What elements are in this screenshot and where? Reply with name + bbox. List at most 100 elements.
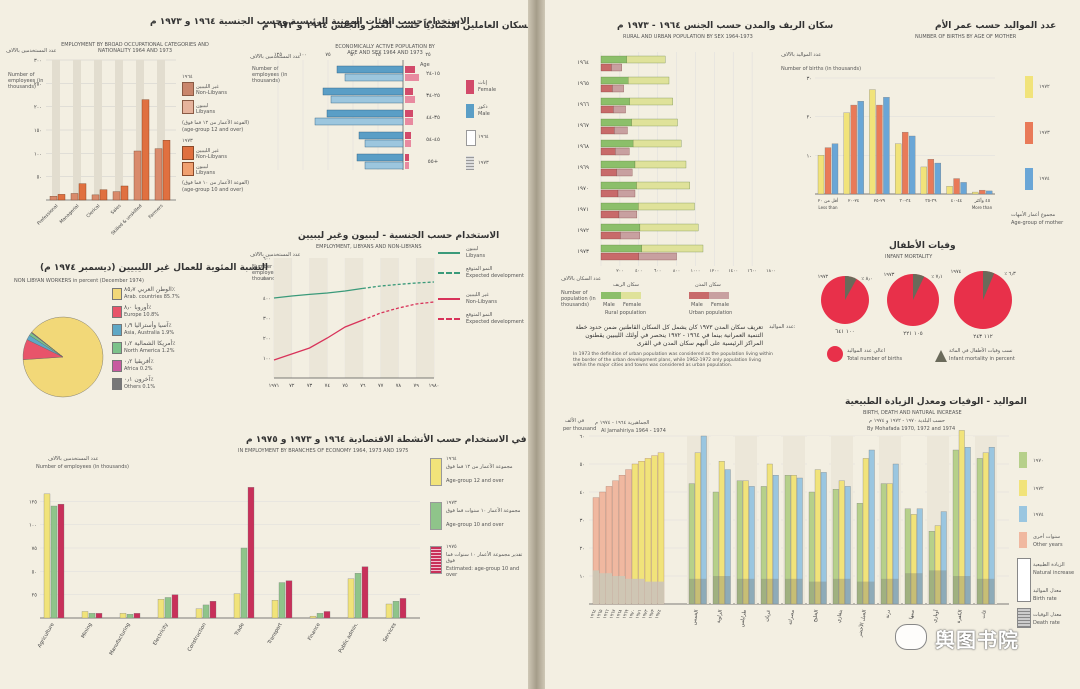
rural-tick-label: ٨٠٠ — [673, 269, 680, 274]
vital-year-label: ١٩٧١ — [635, 609, 643, 620]
births-swatch-1972 — [1025, 76, 1033, 98]
vital-jam-bar — [657, 452, 665, 605]
econ-swatch-1964 — [466, 130, 476, 146]
econ-bar-male-1964 — [326, 109, 404, 118]
rural-bar-male — [600, 139, 634, 148]
births-title-en: NUMBER OF BIRTHS BY AGE OF MOTHER — [915, 34, 1017, 40]
nat-title-en: EMPLOYMENT, LIBYANS AND NON-LIBYANS — [316, 244, 422, 250]
econ-bar-female-1973 — [405, 74, 419, 81]
rural-bar-female — [634, 160, 687, 169]
book-gutter — [528, 0, 545, 689]
br-category-label: Public admin. — [338, 622, 360, 654]
occ-category-label: Clerical — [85, 203, 101, 219]
econ-age-label: ٣٥-٤٤ — [426, 115, 440, 121]
births-bar — [850, 104, 857, 195]
vital-swatch-1970 — [1019, 452, 1027, 468]
vital-jam-death — [651, 581, 658, 604]
occ-bar-1964 — [154, 148, 163, 201]
rural-title-en: RURAL AND URBAN POPULATION BY SEX 1964-1… — [623, 34, 753, 40]
rural-legend-female: Female — [623, 302, 642, 308]
econ-bar-male-1973 — [330, 95, 404, 104]
urban-bar-male — [600, 231, 621, 240]
rural-tick-label: ٢٠٠ — [616, 269, 623, 274]
branches-chart: ٢٥ ٥٠ ٧٥ ١٠٠ ١٢٥ Agriculture Mining Manufacturi… — [29, 487, 420, 656]
workers-pie-slice — [31, 331, 64, 358]
occ-bar-1973 — [99, 189, 108, 201]
nat-year-label: ٧٦ — [360, 383, 366, 389]
nat-unit-ar: عدد المستخدمين بالآلاف — [250, 252, 301, 258]
rural-bar-male — [600, 97, 630, 106]
vital-legend-birth-ar: معدل المواليد — [1033, 588, 1062, 594]
vital-jam-death — [606, 573, 612, 604]
vital-subtitle-en: By Mohafada 1970, 1972 and 1974 — [867, 426, 956, 432]
nat-swatch-libyans — [438, 252, 460, 254]
vital-region-bar — [760, 486, 767, 605]
vital-region-bar — [712, 491, 719, 605]
mortality-pies: ١٩٧٢ ٪ ٨٫٠ ١٠٠ ٦٤١ ١٩٧٣ ٪ ٧٫١ ١٠٥ ٢٢١ ١٩٧٤ ٪ ٦٫… — [818, 269, 1016, 340]
vital-death-band — [761, 578, 779, 604]
br-bar — [354, 573, 362, 619]
vital-region-bar — [928, 531, 935, 605]
rural-swatch-female — [621, 292, 641, 299]
br-bar — [285, 580, 293, 619]
births-bar — [920, 166, 928, 195]
rural-bar-female — [638, 202, 695, 211]
occ-legend-lib-en: Libyans — [196, 109, 216, 115]
vital-region-bar — [790, 475, 797, 605]
occ-legend-non-ar-2: غير الليبيين — [196, 148, 219, 154]
vital-region-bar — [880, 483, 887, 605]
occ-legend-lib-ar-2: ليبيون — [196, 164, 209, 170]
econ-bar-male-1964 — [358, 131, 404, 140]
occ-band — [115, 60, 123, 200]
br-tick-label: ١٢٥ — [29, 499, 37, 505]
vital-region-bar — [886, 483, 893, 605]
rural-note-ar: تعريف سكان المدن ١٩٧٣ كان يشمل كل السكان… — [575, 324, 763, 347]
rural-tick-label: ١٦٠٠ — [747, 269, 757, 274]
urban-bar-male — [600, 147, 616, 156]
vital-jam-death — [619, 576, 625, 604]
occ-swatch-1973-lib — [182, 162, 194, 176]
vital-sub2-ar: الجماهيرية ١٩٦٤ - ١٩٧٤ م — [595, 420, 650, 426]
vital-region-label: طرابلس — [739, 609, 748, 627]
br-category-label: Manufacturing — [108, 622, 131, 656]
vital-year-label: ١٩٦٧ — [609, 608, 617, 619]
mort-pie-slice — [845, 276, 857, 300]
rural-bar-female — [631, 118, 678, 127]
urban-bar-female — [616, 168, 633, 177]
rural-bar-female — [628, 76, 670, 85]
nat-year-label: ٧٣ — [307, 383, 313, 389]
br-category-label: Electricity — [152, 622, 170, 647]
occ-legend-non-ar: غير الليبيين — [196, 84, 219, 90]
econ-title-ar: السكان العاملين اقتصادياً حسب العمر والج… — [262, 21, 534, 31]
vital-subtitle-ar: حسب البلدية ١٩٧٠ - ١٩٧٢ و ١٩٧٤ م — [869, 418, 945, 424]
vital-death-band — [881, 578, 899, 604]
rural-year-label: ١٩٧٣ — [577, 249, 589, 255]
vital-legend-death-en: Death rate — [1033, 620, 1060, 626]
nat-legend-lib-ar: ليبيون — [466, 246, 479, 252]
econ-age-label: Age — [420, 62, 430, 68]
vital-region-bar — [736, 480, 743, 605]
nat-year-label: ٧٥ — [342, 383, 348, 389]
vital-death-band — [833, 578, 851, 604]
vital-region-bar — [814, 469, 821, 605]
urban-bar-male — [600, 168, 617, 177]
econ-bar-female-1973 — [405, 140, 411, 147]
births-bar — [979, 189, 986, 195]
vital-year-label: ١٩٧٤ — [655, 608, 663, 619]
econ-bar-female-1964 — [405, 110, 413, 117]
vital-region-label: الخليج — [812, 609, 820, 622]
births-tick-label: ٣٠ — [807, 76, 812, 82]
br-bar — [271, 600, 279, 619]
vital-region-label: سبها — [908, 609, 916, 619]
econ-tick-label: ١٠٠ — [299, 52, 307, 58]
wechat-icon — [895, 624, 927, 650]
econ-age-label: ٢٥-٣٤ — [426, 93, 440, 99]
econ-title-en: ECONOMICALLY ACTIVE POPULATION BY AGE AN… — [335, 44, 435, 56]
births-bar — [927, 159, 935, 195]
births-tick-label: ٢٠ — [807, 115, 812, 121]
births-group-label: ٤٤-٤٠ — [951, 199, 963, 204]
rural-bar-female — [629, 97, 673, 106]
births-bar — [953, 178, 960, 195]
births-bar — [908, 135, 916, 195]
br-bar — [247, 487, 255, 619]
